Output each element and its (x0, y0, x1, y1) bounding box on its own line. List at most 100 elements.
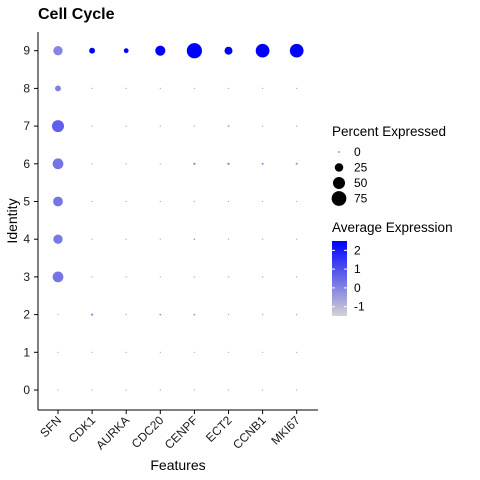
dots-layer (51, 43, 304, 391)
dot (91, 125, 93, 127)
y-tick-label: 6 (23, 157, 30, 171)
color-legend-bar (332, 241, 347, 316)
x-tick-label: SFN (37, 413, 64, 440)
dot (91, 313, 94, 316)
size-legend-label: 50 (354, 176, 368, 190)
dot (296, 238, 298, 240)
dot (262, 200, 264, 203)
size-legend-title: Percent Expressed (332, 124, 446, 139)
color-legend-label: 1 (354, 262, 361, 276)
dot (52, 271, 64, 283)
y-tick-label: 4 (23, 232, 30, 246)
dot (227, 238, 230, 240)
dot (125, 87, 127, 89)
dot (289, 43, 304, 58)
dot (91, 351, 93, 353)
dot (125, 314, 127, 316)
dot (125, 238, 127, 240)
size-legend-dot (331, 191, 347, 206)
dot (53, 196, 63, 207)
dot (125, 200, 127, 203)
dot (296, 125, 298, 127)
dot (262, 87, 264, 89)
dot (296, 276, 298, 278)
dot (159, 389, 161, 391)
dot (295, 162, 298, 165)
dot (193, 200, 195, 203)
x-tick-label: AURKA (93, 413, 132, 452)
y-tick-label: 2 (23, 308, 30, 322)
dot (262, 238, 264, 240)
dot (227, 125, 230, 127)
y-axis-ticks: 0 1 2 3 4 5 6 7 8 9 (23, 44, 38, 397)
dot (255, 43, 270, 58)
size-legend-label: 25 (354, 161, 368, 175)
size-legend-label: 75 (354, 192, 368, 206)
dot (125, 351, 127, 353)
size-legend-dot (332, 176, 346, 190)
size-legend-dot (338, 151, 340, 153)
dot (262, 276, 264, 278)
dot (57, 314, 59, 316)
dot (227, 389, 230, 391)
x-tick-label: MKI67 (268, 413, 303, 448)
dot (296, 87, 298, 89)
dot (193, 313, 196, 316)
dot (186, 43, 202, 59)
y-tick-label: 1 (23, 345, 30, 359)
dot (227, 162, 230, 165)
dot (193, 276, 195, 278)
x-tick-label: ECT2 (203, 413, 235, 445)
y-tick-label: 7 (23, 119, 30, 133)
dot (193, 238, 196, 240)
dot (227, 200, 230, 203)
dot (53, 234, 63, 244)
dot (155, 45, 166, 56)
y-tick-label: 3 (23, 270, 30, 284)
x-tick-label: CCNB1 (230, 413, 269, 452)
color-legend-label: -1 (354, 300, 365, 314)
dot (89, 47, 96, 54)
dot (125, 389, 127, 391)
color-legend-label: 2 (354, 243, 361, 257)
dot (57, 389, 59, 391)
y-tick-label: 8 (23, 81, 30, 95)
dot (55, 85, 61, 92)
dot (91, 200, 93, 203)
dot (91, 389, 93, 391)
dot (193, 351, 195, 353)
dot (262, 314, 264, 316)
dot (296, 389, 298, 391)
dot (296, 351, 298, 353)
size-legend-label: 0 (354, 145, 361, 159)
dot (159, 313, 162, 316)
dot (296, 314, 298, 316)
dot (52, 158, 64, 170)
dot (261, 162, 264, 165)
dot (91, 238, 93, 240)
y-axis-title: Identity (4, 198, 20, 243)
dot (57, 351, 59, 353)
dot (125, 125, 127, 127)
x-tick-label: CDC20 (129, 413, 167, 451)
dot (91, 276, 93, 278)
dot (159, 200, 161, 203)
color-legend-title: Average Expression (332, 220, 453, 235)
y-tick-label: 5 (23, 195, 30, 209)
color-legend: Average Expression 2 1 0 -1 (332, 220, 453, 316)
dot (159, 87, 161, 89)
dot (227, 87, 230, 89)
y-tick-label: 0 (23, 383, 30, 397)
dot (227, 276, 230, 278)
dot (227, 314, 230, 316)
dot (224, 46, 233, 55)
dot (193, 87, 195, 89)
dot (91, 163, 93, 165)
dot (193, 162, 196, 165)
dot (159, 125, 161, 127)
dot (193, 389, 195, 391)
dot (123, 48, 129, 54)
